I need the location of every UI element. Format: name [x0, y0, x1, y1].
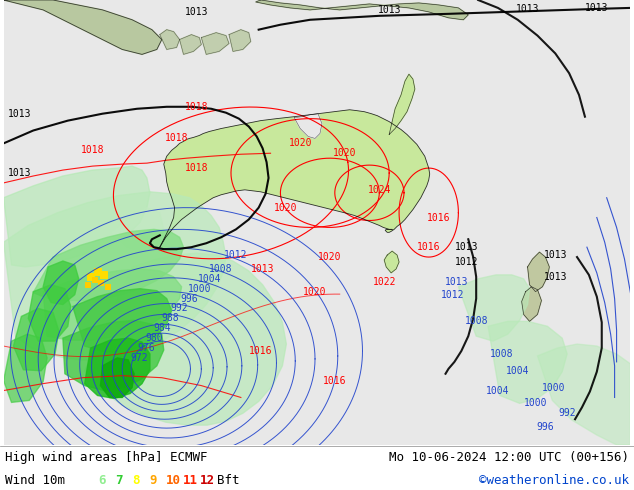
Text: 1000: 1000 [541, 383, 565, 392]
Text: 1013: 1013 [377, 5, 401, 15]
Text: 980: 980 [145, 333, 163, 343]
Text: 1012: 1012 [455, 257, 478, 267]
Polygon shape [488, 321, 567, 403]
Text: 1018: 1018 [184, 102, 208, 112]
Polygon shape [160, 110, 430, 247]
Text: 1013: 1013 [8, 168, 31, 178]
Text: 1024: 1024 [368, 185, 391, 195]
Text: 1018: 1018 [81, 145, 105, 155]
Text: 1008: 1008 [209, 264, 233, 274]
Text: 1012: 1012 [224, 250, 248, 260]
Text: 1018: 1018 [165, 133, 188, 144]
Text: 1000: 1000 [188, 284, 211, 294]
Text: 6: 6 [98, 474, 105, 487]
Text: 1020: 1020 [333, 148, 356, 158]
Polygon shape [29, 285, 71, 341]
Polygon shape [85, 253, 287, 425]
Text: 1016: 1016 [249, 346, 273, 356]
Text: 1013: 1013 [455, 242, 478, 252]
Polygon shape [384, 251, 399, 273]
Text: 1013: 1013 [184, 7, 208, 17]
Text: 996: 996 [536, 422, 554, 432]
Polygon shape [160, 30, 179, 49]
Point [103, 283, 113, 291]
Polygon shape [63, 320, 164, 391]
Polygon shape [538, 344, 630, 445]
Text: 1022: 1022 [373, 277, 396, 287]
Text: 984: 984 [153, 323, 171, 333]
Polygon shape [522, 287, 541, 321]
Text: 1000: 1000 [524, 398, 547, 408]
Text: 992: 992 [559, 408, 576, 418]
Text: 1016: 1016 [417, 242, 441, 252]
Polygon shape [43, 269, 181, 340]
Text: 1004: 1004 [486, 386, 510, 395]
Point [86, 273, 96, 281]
Text: Mo 10-06-2024 12:00 UTC (00+156): Mo 10-06-2024 12:00 UTC (00+156) [389, 451, 629, 464]
Text: 1013: 1013 [516, 4, 540, 14]
Polygon shape [4, 0, 162, 54]
Text: 1020: 1020 [303, 287, 327, 296]
Text: 11: 11 [183, 474, 198, 487]
Polygon shape [33, 229, 183, 300]
Text: 1012: 1012 [441, 290, 464, 300]
Text: 992: 992 [171, 303, 188, 314]
Text: High wind areas [hPa] ECMWF: High wind areas [hPa] ECMWF [5, 451, 207, 464]
Text: 1008: 1008 [465, 317, 488, 326]
Text: 1018: 1018 [184, 163, 208, 173]
Text: 1013: 1013 [585, 3, 609, 13]
Text: 1016: 1016 [427, 213, 450, 222]
Text: 996: 996 [181, 294, 198, 304]
Polygon shape [202, 33, 229, 54]
Text: 1013: 1013 [543, 272, 567, 282]
Text: 1008: 1008 [490, 349, 514, 359]
Text: 1004: 1004 [506, 366, 529, 376]
Polygon shape [4, 192, 226, 360]
Text: 976: 976 [137, 343, 155, 353]
Text: 1013: 1013 [251, 264, 275, 274]
Point [82, 281, 93, 289]
Text: 8: 8 [132, 474, 139, 487]
Polygon shape [85, 338, 150, 398]
Polygon shape [43, 261, 79, 304]
Text: 1016: 1016 [323, 376, 347, 386]
Point [100, 271, 110, 279]
Text: 972: 972 [130, 353, 148, 363]
Polygon shape [458, 275, 529, 341]
Polygon shape [527, 252, 549, 292]
Polygon shape [389, 74, 415, 134]
Text: 1020: 1020 [288, 138, 312, 148]
Polygon shape [229, 30, 251, 51]
Text: Bft: Bft [217, 474, 240, 487]
Polygon shape [4, 166, 150, 267]
Polygon shape [112, 208, 164, 252]
Text: 7: 7 [115, 474, 122, 487]
Polygon shape [13, 309, 59, 371]
Text: 10: 10 [166, 474, 181, 487]
Polygon shape [179, 35, 202, 54]
Text: 9: 9 [149, 474, 157, 487]
Polygon shape [73, 289, 172, 352]
Text: 1013: 1013 [8, 109, 31, 119]
Point [96, 279, 107, 287]
Text: 12: 12 [200, 474, 215, 487]
Text: 1020: 1020 [274, 203, 297, 213]
Text: 1020: 1020 [318, 252, 342, 262]
Point [89, 276, 100, 284]
Polygon shape [256, 0, 469, 20]
Polygon shape [100, 358, 134, 397]
Text: ©weatheronline.co.uk: ©weatheronline.co.uk [479, 474, 629, 487]
Text: 1013: 1013 [543, 250, 567, 260]
Point [93, 268, 103, 276]
Text: 1013: 1013 [444, 277, 468, 287]
Text: 988: 988 [162, 314, 179, 323]
Polygon shape [294, 114, 322, 138]
Polygon shape [4, 334, 47, 402]
Text: 1004: 1004 [197, 274, 221, 284]
Text: Wind 10m: Wind 10m [5, 474, 65, 487]
